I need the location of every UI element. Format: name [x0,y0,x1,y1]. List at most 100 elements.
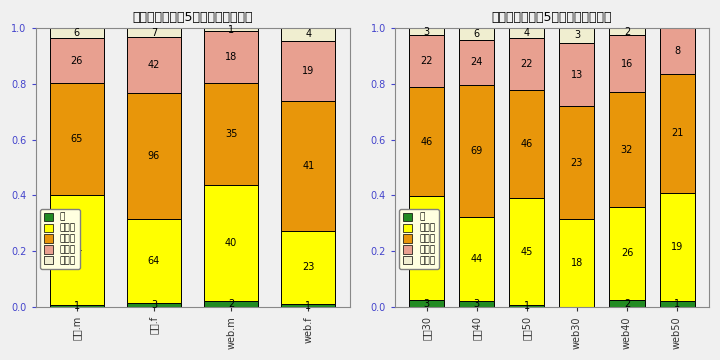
Title: 階層帰属意識（5段階）の年齢比較: 階層帰属意識（5段階）の年齢比較 [492,11,612,24]
Bar [127,303,181,307]
Bar [282,304,336,307]
Bar [559,107,595,219]
Bar [660,301,695,307]
Text: 35: 35 [225,129,238,139]
Bar [509,305,544,307]
Bar [459,301,494,307]
Text: 6: 6 [73,28,80,38]
Bar [509,198,544,305]
Text: 22: 22 [521,59,533,68]
Text: 19: 19 [671,242,683,252]
Text: 6: 6 [474,29,480,39]
Bar [559,43,595,107]
Bar [204,28,258,31]
Text: 1: 1 [73,301,80,311]
Text: 69: 69 [471,146,483,156]
Text: 1: 1 [523,301,530,311]
Text: 23: 23 [571,158,583,168]
Bar [559,28,595,43]
Text: 19: 19 [302,66,315,76]
Bar [409,35,444,87]
Bar [509,28,544,37]
Text: 3: 3 [423,27,430,37]
Text: 7: 7 [151,28,157,38]
Bar [50,305,104,307]
Text: 45: 45 [521,247,533,257]
Bar [609,207,644,300]
Bar [50,28,104,39]
Bar [509,90,544,198]
Text: 32: 32 [621,145,633,155]
Bar [660,73,695,193]
Bar [609,35,644,93]
Text: 64: 64 [71,245,83,255]
Bar [459,40,494,85]
Bar [282,101,336,231]
Text: 64: 64 [148,256,160,266]
Text: 3: 3 [151,300,157,310]
Text: 1: 1 [305,301,311,311]
Text: 3: 3 [474,299,480,309]
Bar [127,37,181,93]
Text: 44: 44 [420,243,433,253]
Text: 46: 46 [521,139,533,149]
Bar [409,28,444,35]
Bar [204,83,258,185]
Bar [204,185,258,301]
Text: 96: 96 [148,151,160,161]
Text: 3: 3 [423,298,430,309]
Text: 2: 2 [624,27,630,37]
Bar [50,195,104,305]
Text: 24: 24 [471,58,483,67]
Title: 階層帰属意識（5段階）の性別比較: 階層帰属意識（5段階）の性別比較 [132,11,253,24]
Text: 8: 8 [674,46,680,56]
Bar [282,41,336,101]
Bar [609,28,644,35]
Text: 41: 41 [302,161,315,171]
Text: 3: 3 [574,30,580,40]
Text: 26: 26 [71,56,83,66]
Bar [282,28,336,41]
Bar [409,87,444,196]
Bar [282,231,336,304]
Bar [50,39,104,83]
Text: 1: 1 [674,299,680,309]
Text: 18: 18 [225,52,238,62]
Text: 46: 46 [420,136,433,147]
Text: 16: 16 [621,59,633,69]
Legend: 上, 中の上, 中の下, 下の上, 下の下: 上, 中の上, 中の下, 下の上, 下の下 [40,209,80,269]
Bar [609,93,644,207]
Text: 4: 4 [523,28,530,38]
Bar [50,83,104,195]
Bar [127,93,181,219]
Bar [609,300,644,307]
Text: 40: 40 [225,238,238,248]
Legend: 上, 中の上, 中の下, 下の上, 下の下: 上, 中の上, 中の下, 下の上, 下の下 [400,209,439,269]
Text: 23: 23 [302,262,315,273]
Text: 13: 13 [571,69,583,80]
Bar [409,300,444,307]
Bar [559,219,595,307]
Bar [459,28,494,40]
Text: 2: 2 [228,299,234,309]
Text: 22: 22 [420,56,433,66]
Bar [660,193,695,301]
Text: 26: 26 [621,248,633,258]
Bar [459,217,494,301]
Text: 18: 18 [571,258,583,268]
Text: 1: 1 [228,24,234,35]
Bar [127,28,181,37]
Text: 44: 44 [471,254,483,264]
Bar [127,219,181,303]
Bar [409,196,444,300]
Text: 2: 2 [624,298,630,309]
Bar [459,85,494,217]
Text: 42: 42 [148,60,160,70]
Bar [509,37,544,90]
Bar [204,31,258,83]
Text: 4: 4 [305,30,311,39]
Bar [204,301,258,307]
Text: 21: 21 [671,129,683,138]
Bar [660,28,695,73]
Text: 65: 65 [71,134,83,144]
